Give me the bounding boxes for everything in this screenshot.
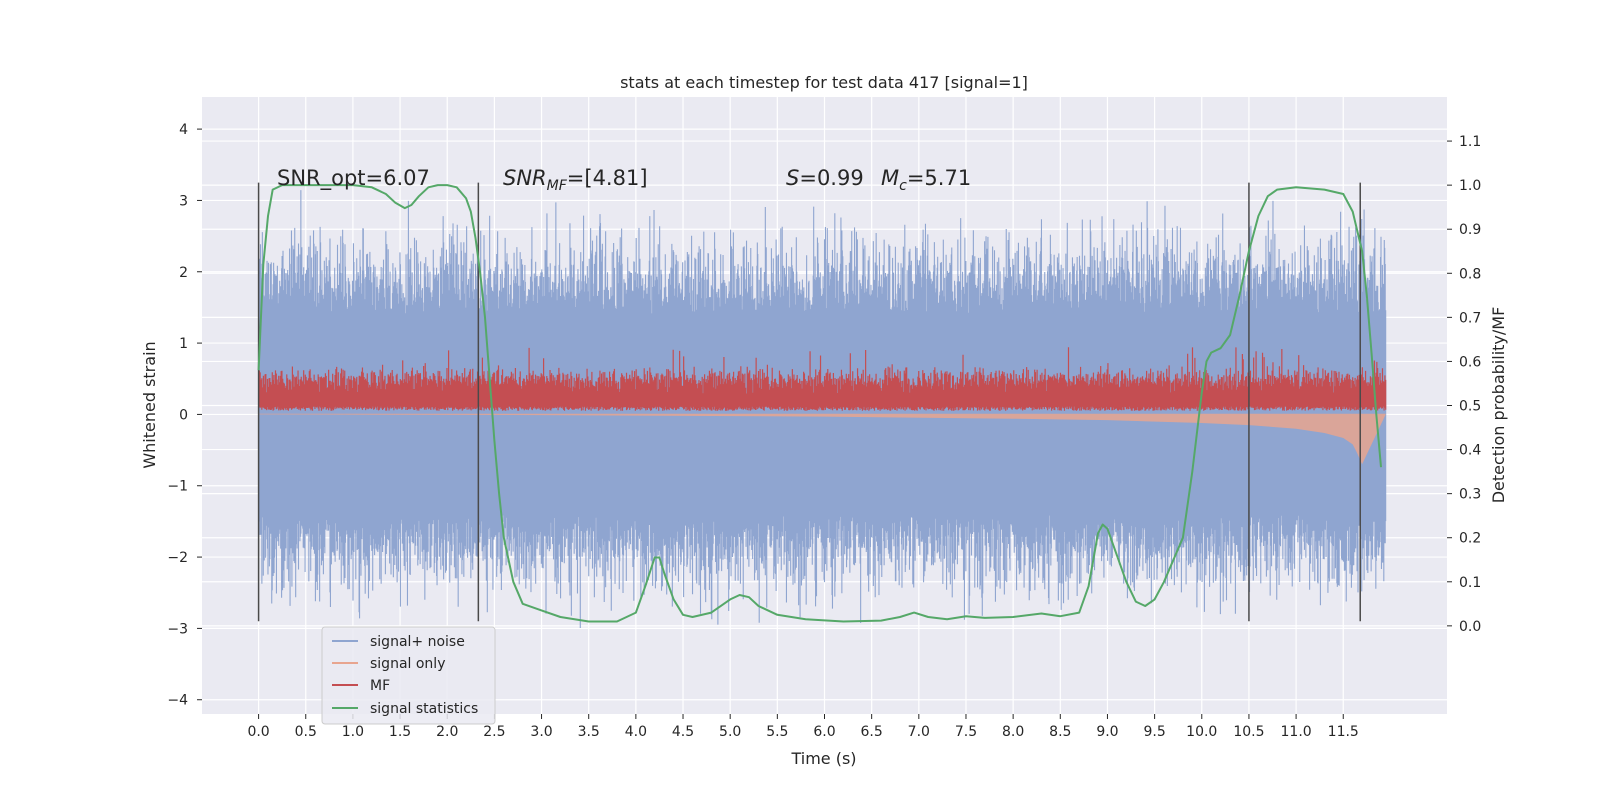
signal-statistics-series: [257, 184, 1382, 623]
x-tick-label: 2.0: [436, 724, 458, 740]
x-tick-label: 10.5: [1233, 724, 1264, 740]
y-axis-label: Whitened strain: [140, 341, 159, 468]
x-axis-label: Time (s): [790, 749, 856, 768]
y-right-tick-label: 1.0: [1459, 178, 1481, 194]
legend-label-signal-statistics: signal statistics: [370, 701, 478, 717]
y-right-tick-label: 0.5: [1459, 399, 1481, 415]
x-tick-label: 3.5: [578, 724, 600, 740]
y-tick-label: −1: [167, 479, 188, 495]
x-tick-label: 6.0: [813, 724, 835, 740]
y-right-tick-label: 0.4: [1459, 443, 1481, 459]
y-right-tick-label: 0.9: [1459, 222, 1481, 238]
x-tick-label: 9.0: [1096, 724, 1118, 740]
y-tick-label: 1: [179, 336, 188, 352]
y-tick-label: −3: [167, 621, 188, 637]
legend: signal+ noise signal only MF signal stat…: [321, 626, 496, 725]
y-right-tick-label: 0.3: [1459, 487, 1481, 503]
signal-statistics-line: [257, 184, 1382, 623]
y-tick-label: 4: [179, 122, 188, 138]
x-tick-label: 3.0: [530, 724, 552, 740]
y-tick-label: −2: [167, 550, 188, 566]
y-right-tick-label: 0.1: [1459, 575, 1481, 591]
x-tick-label: 6.5: [861, 724, 883, 740]
signal-only-series: [258, 413, 1386, 465]
signal-only-envelope: [258, 413, 1386, 465]
x-tick-label: 1.0: [342, 724, 364, 740]
y-tick-label: 2: [179, 265, 188, 281]
x-tick-label: 8.0: [1002, 724, 1024, 740]
annotation-snr-opt: SNR_opt=6.07: [277, 166, 430, 191]
x-tick-label: 10.0: [1186, 724, 1217, 740]
x-tick-label: 1.5: [389, 724, 411, 740]
legend-box: [321, 626, 496, 725]
annotation-snr-mf: SNRMF=[4.81]: [503, 166, 648, 194]
x-tick-label: 4.0: [625, 724, 647, 740]
x-tick-label: 8.5: [1049, 724, 1071, 740]
y-axis-right-label: Detection probability/MF: [1489, 307, 1508, 504]
x-tick-label: 2.5: [483, 724, 505, 740]
y-right-tick-label: 0.7: [1459, 310, 1481, 326]
legend-label-signal-only: signal only: [370, 656, 445, 672]
y-tick-label: 3: [179, 193, 188, 209]
y-right-tick-label: 0.2: [1459, 531, 1481, 547]
x-tick-label: 9.5: [1143, 724, 1165, 740]
x-tick-label: 5.5: [766, 724, 788, 740]
x-tick-label: 0.5: [295, 724, 317, 740]
x-tick-label: 11.0: [1281, 724, 1312, 740]
annotation-s: S=0.99: [786, 166, 864, 190]
y-tick-label: 0: [179, 407, 188, 423]
y-right-tick-label: 0.6: [1459, 354, 1481, 370]
axis-ticks: 0.0 0.5 1.0 1.5 2.0 2.5 3.0 3.5 4.0 4.5 5.0 5.5 6.0 6…: [167, 122, 1481, 740]
x-tick-label: 0.0: [247, 724, 269, 740]
x-tick-label: 11.5: [1328, 724, 1359, 740]
annotation-mc: Mc=5.71: [881, 166, 971, 194]
y-right-tick-label: 0.8: [1459, 266, 1481, 282]
annotations: SNR_opt=6.07 SNRMF=[4.81] S=0.99 Mc=5.71: [277, 166, 971, 194]
x-tick-label: 7.5: [955, 724, 977, 740]
y-right-tick-label: 1.1: [1459, 134, 1481, 150]
legend-label-signal-noise: signal+ noise: [370, 634, 465, 650]
x-tick-label: 5.0: [719, 724, 741, 740]
y-tick-label: −4: [167, 693, 188, 709]
y-right-tick-label: 0.0: [1459, 619, 1481, 635]
chart-title: stats at each timestep for test data 417…: [620, 73, 1028, 92]
x-tick-label: 7.0: [908, 724, 930, 740]
legend-label-mf: MF: [370, 678, 390, 694]
x-tick-label: 4.5: [672, 724, 694, 740]
